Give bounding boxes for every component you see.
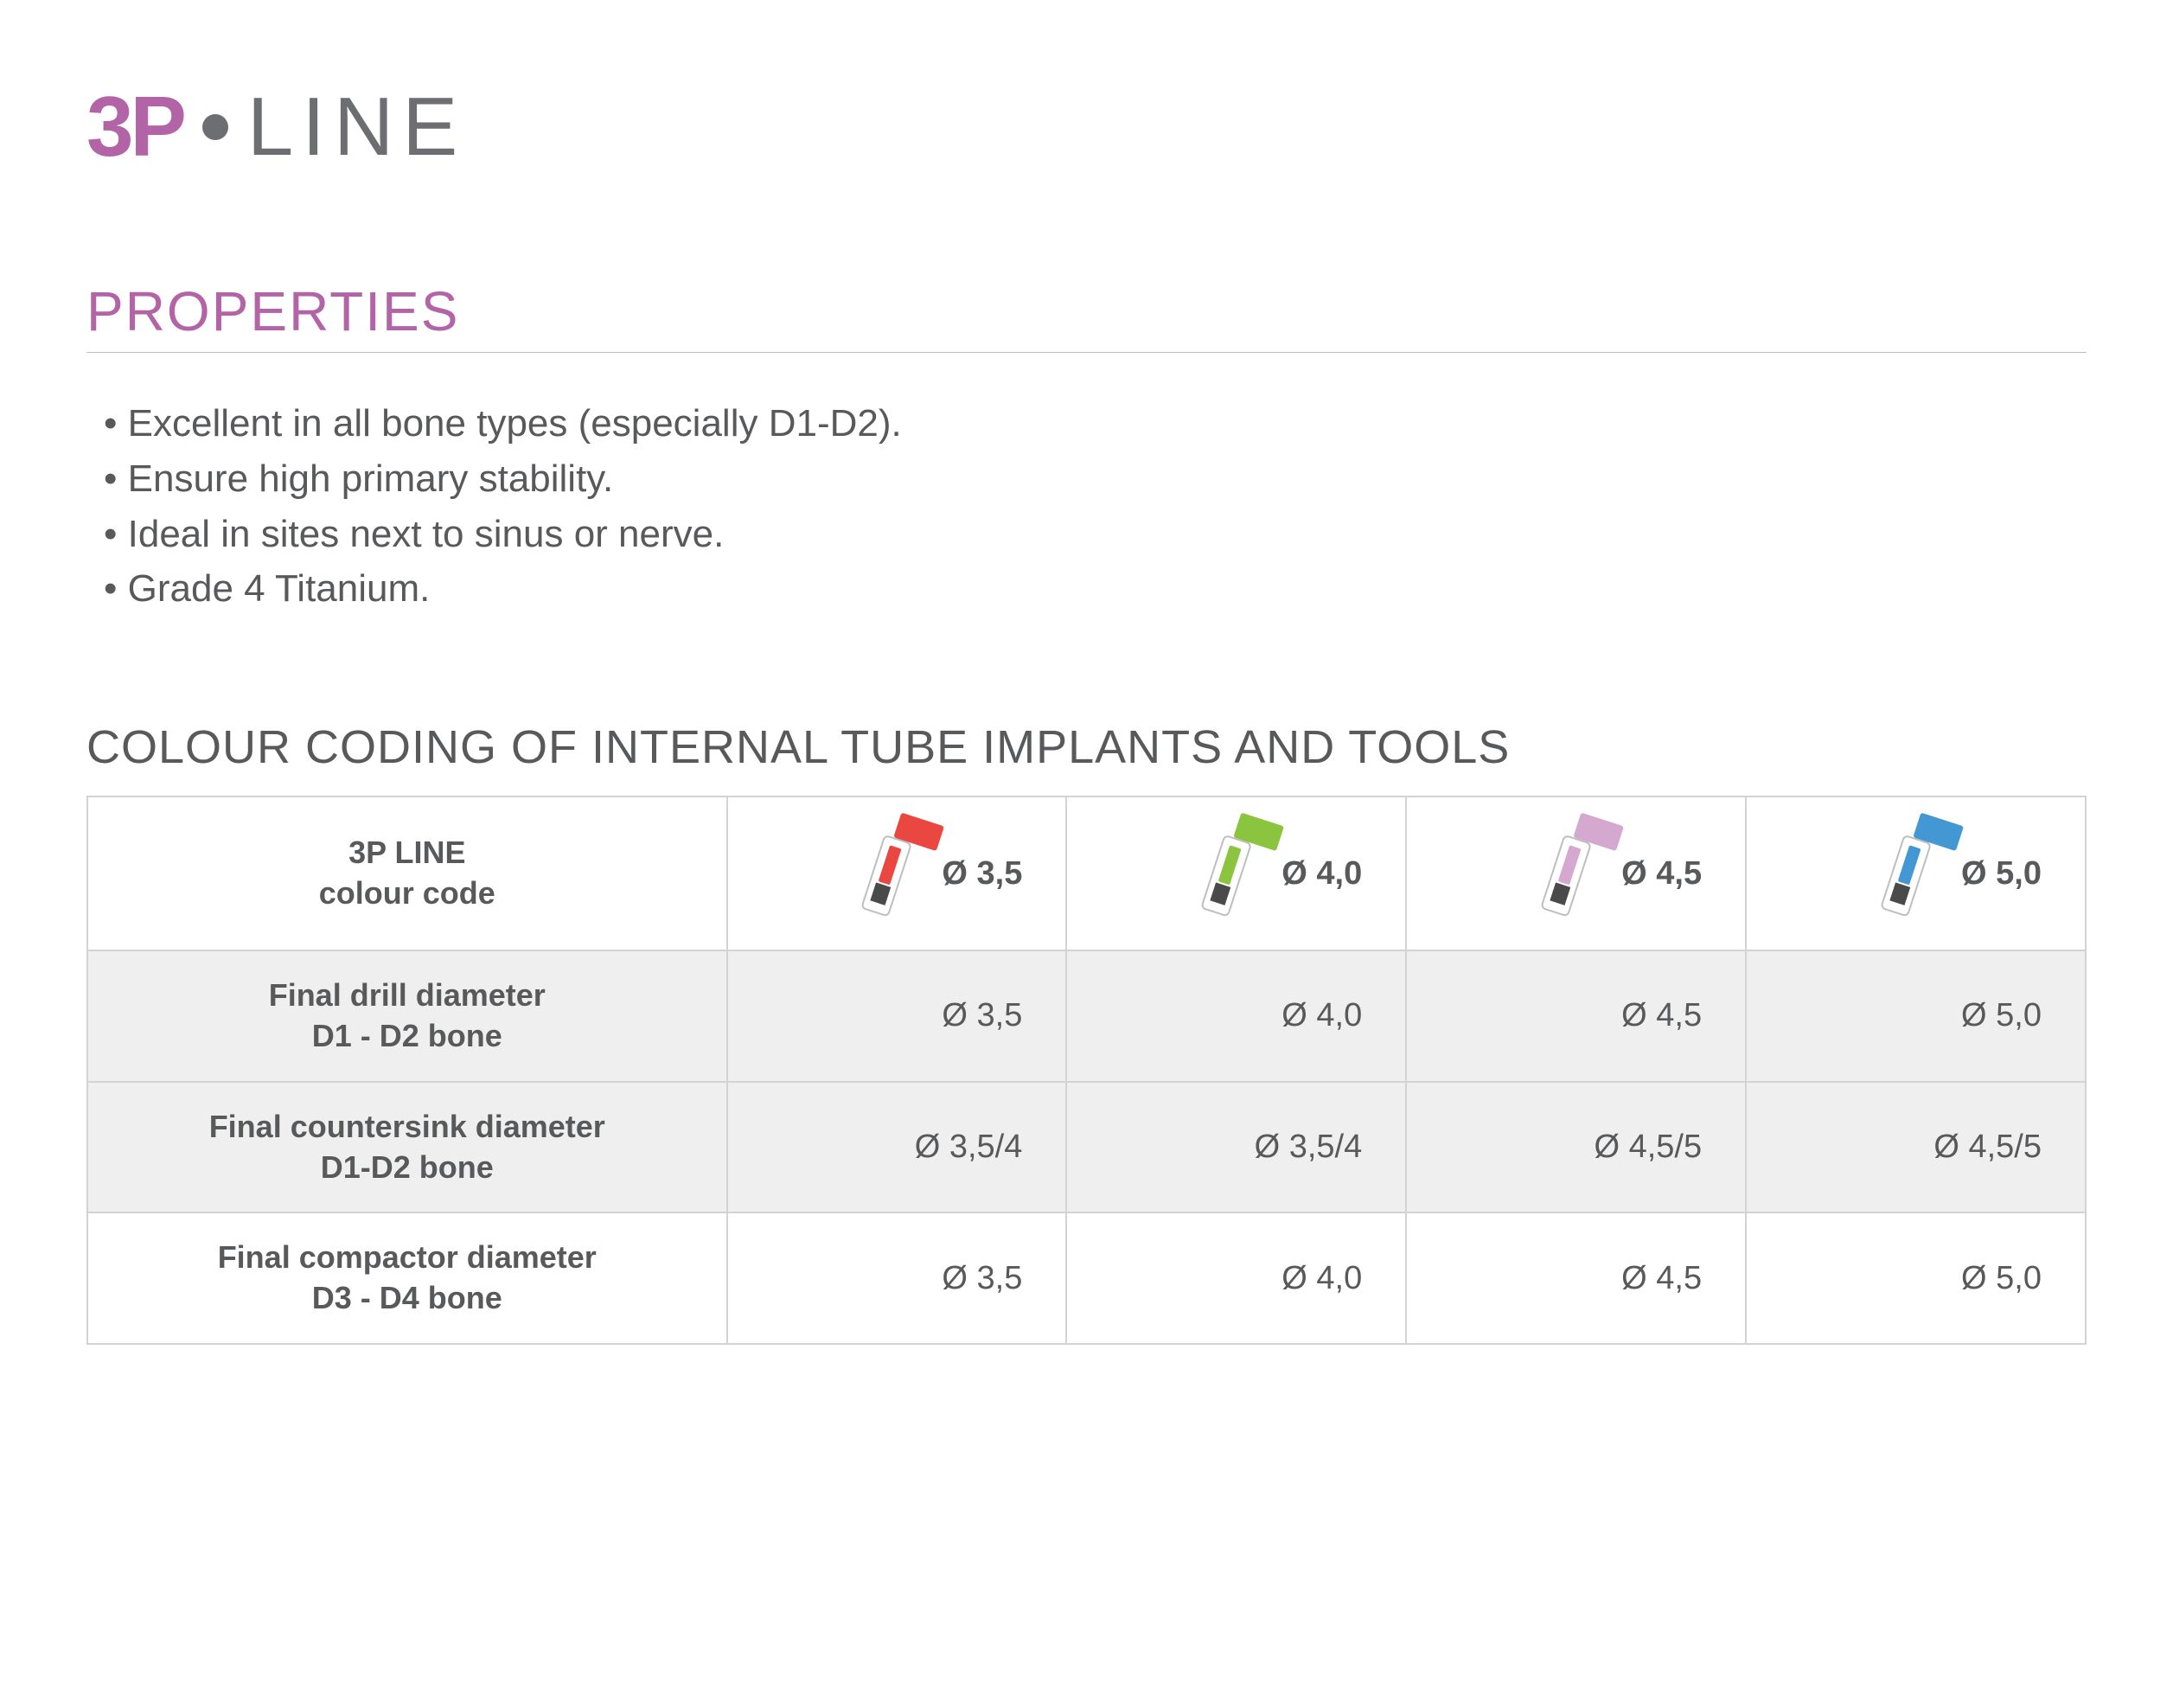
- logo: 3P LINE: [86, 78, 2087, 176]
- row-label: Final drill diameter D1 - D2 bone: [87, 950, 727, 1082]
- section-heading-properties: PROPERTIES: [86, 279, 2087, 353]
- col-label: Ø 4,0: [1281, 855, 1362, 892]
- cell: Ø 4,5/5: [1406, 1082, 1746, 1213]
- col-label: Ø 5,0: [1961, 855, 2042, 892]
- bullet-item: Excellent in all bone types (especially …: [104, 396, 2087, 451]
- table-row: Final drill diameter D1 - D2 bone Ø 3,5 …: [87, 950, 2086, 1082]
- section-heading-table: COLOUR CODING OF INTERNAL TUBE IMPLANTS …: [86, 720, 2087, 774]
- bullet-item: Ideal in sites next to sinus or nerve.: [104, 507, 2087, 562]
- cell: Ø 4,0: [1066, 950, 1406, 1082]
- logo-suffix: LINE: [247, 80, 466, 175]
- row-label: Final compactor diameter D3 - D4 bone: [87, 1212, 727, 1344]
- tube-icon: [1529, 817, 1606, 931]
- header-col-3: Ø 5,0: [1746, 796, 2086, 950]
- tube-icon: [849, 817, 926, 931]
- cell: Ø 4,5: [1406, 950, 1746, 1082]
- table-row: Final countersink diameter D1-D2 bone Ø …: [87, 1082, 2086, 1213]
- bullet-item: Grade 4 Titanium.: [104, 561, 2087, 617]
- cell: Ø 3,5/4: [727, 1082, 1067, 1213]
- row-label: Final countersink diameter D1-D2 bone: [87, 1082, 727, 1213]
- cell: Ø 4,5/5: [1746, 1082, 2086, 1213]
- cell: Ø 5,0: [1746, 1212, 2086, 1344]
- cell: Ø 5,0: [1746, 950, 2086, 1082]
- bullet-item: Ensure high primary stability.: [104, 451, 2087, 507]
- cell: Ø 4,5: [1406, 1212, 1746, 1344]
- header-col-1: Ø 4,0: [1066, 796, 1406, 950]
- properties-list: Excellent in all bone types (especially …: [104, 396, 2087, 617]
- header-label-cell: 3P LINE colour code: [87, 796, 727, 950]
- logo-dot-icon: [202, 114, 228, 140]
- header-col-0: Ø 3,5: [727, 796, 1067, 950]
- colour-coding-table: 3P LINE colour code Ø 3,5: [86, 796, 2087, 1345]
- tube-icon: [1869, 817, 1946, 931]
- header-label-line2: colour code: [319, 875, 495, 911]
- col-label: Ø 3,5: [942, 855, 1022, 892]
- cell: Ø 3,5: [727, 950, 1067, 1082]
- header-label-line1: 3P LINE: [348, 835, 465, 870]
- cell: Ø 4,0: [1066, 1212, 1406, 1344]
- logo-brand: 3P: [86, 78, 183, 176]
- col-label: Ø 4,5: [1621, 855, 1702, 892]
- header-col-2: Ø 4,5: [1406, 796, 1746, 950]
- cell: Ø 3,5: [727, 1212, 1067, 1344]
- table-row: Final compactor diameter D3 - D4 bone Ø …: [87, 1212, 2086, 1344]
- tube-icon: [1189, 817, 1266, 931]
- cell: Ø 3,5/4: [1066, 1082, 1406, 1213]
- table-header-row: 3P LINE colour code Ø 3,5: [87, 796, 2086, 950]
